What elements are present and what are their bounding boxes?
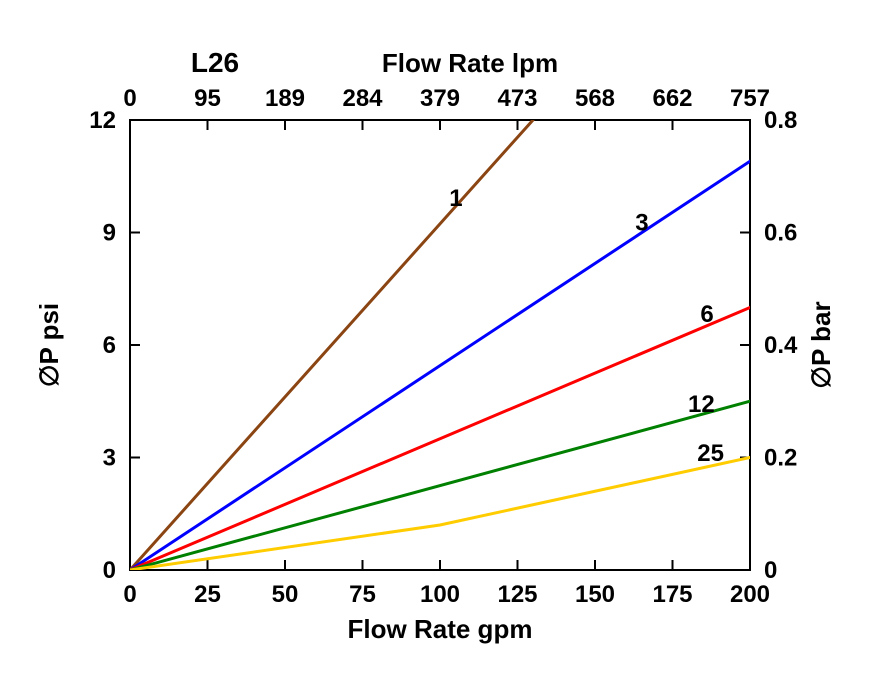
- svg-text:568: 568: [575, 85, 615, 112]
- svg-text:1: 1: [449, 185, 462, 212]
- svg-text:200: 200: [730, 581, 770, 608]
- svg-text:9: 9: [103, 220, 116, 247]
- svg-text:0.2: 0.2: [764, 445, 797, 472]
- svg-text:L26: L26: [191, 47, 239, 78]
- svg-text:12: 12: [89, 107, 116, 134]
- svg-text:25: 25: [697, 440, 724, 467]
- svg-text:379: 379: [420, 85, 460, 112]
- svg-text:125: 125: [497, 581, 537, 608]
- svg-text:∅P psi: ∅P psi: [34, 303, 64, 387]
- svg-text:662: 662: [652, 85, 692, 112]
- svg-text:150: 150: [575, 581, 615, 608]
- svg-text:473: 473: [497, 85, 537, 112]
- svg-text:75: 75: [349, 581, 376, 608]
- svg-text:6: 6: [103, 332, 116, 359]
- chart-svg: 0255075100125150175200Flow Rate gpm09518…: [0, 0, 878, 694]
- chart-container: 0255075100125150175200Flow Rate gpm09518…: [0, 0, 878, 694]
- svg-text:∅P bar: ∅P bar: [806, 301, 836, 388]
- svg-text:175: 175: [652, 581, 692, 608]
- svg-text:12: 12: [688, 391, 715, 418]
- svg-text:Flow Rate lpm: Flow Rate lpm: [382, 48, 558, 78]
- svg-text:100: 100: [420, 581, 460, 608]
- svg-text:189: 189: [265, 85, 305, 112]
- svg-text:0.4: 0.4: [764, 332, 798, 359]
- svg-text:25: 25: [194, 581, 221, 608]
- svg-text:0: 0: [764, 557, 777, 584]
- svg-text:95: 95: [194, 85, 221, 112]
- svg-text:0.6: 0.6: [764, 220, 797, 247]
- svg-text:3: 3: [103, 445, 116, 472]
- svg-text:Flow Rate gpm: Flow Rate gpm: [348, 614, 533, 644]
- svg-text:0: 0: [103, 557, 116, 584]
- svg-text:0: 0: [123, 581, 136, 608]
- svg-text:50: 50: [272, 581, 299, 608]
- svg-text:0.8: 0.8: [764, 107, 797, 134]
- svg-text:3: 3: [635, 209, 648, 236]
- svg-text:6: 6: [700, 301, 713, 328]
- svg-text:0: 0: [123, 85, 136, 112]
- svg-text:284: 284: [342, 85, 383, 112]
